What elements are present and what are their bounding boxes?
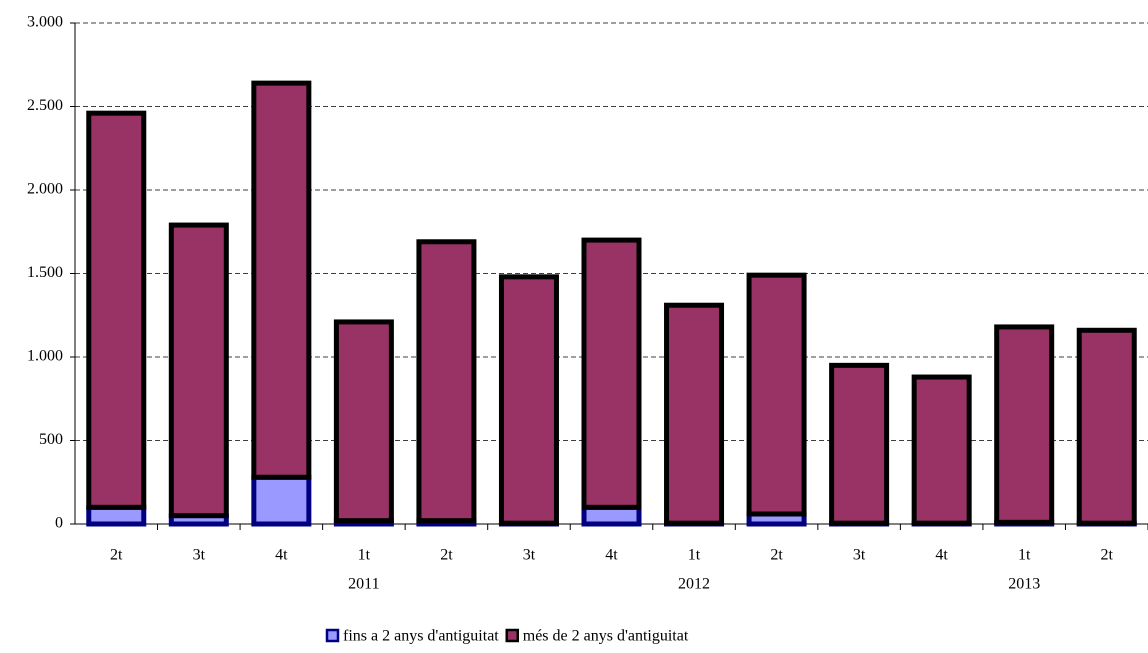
x-tick-label: 1t xyxy=(1018,547,1031,564)
y-tick-label: 0 xyxy=(55,515,63,532)
y-tick-label: 1.500 xyxy=(27,264,63,281)
bar-segment xyxy=(416,239,477,524)
legend-label: més de 2 anys d'antiguitat xyxy=(523,628,689,645)
bar-segment xyxy=(168,222,229,519)
bar-segment xyxy=(581,504,642,527)
legend-swatch xyxy=(505,628,519,643)
x-tick-label: 3t xyxy=(193,547,206,564)
bar-segment xyxy=(911,374,972,526)
year-label: 2012 xyxy=(678,576,710,593)
x-tick-label: 3t xyxy=(853,547,866,564)
bar-segment xyxy=(994,324,1055,525)
x-tick-label: 2t xyxy=(440,547,453,564)
y-tick-label: 2.500 xyxy=(27,97,63,114)
bar-segment xyxy=(498,274,559,526)
x-tick-label: 4t xyxy=(605,547,618,564)
bar-segment xyxy=(251,474,312,527)
bar-segment xyxy=(581,237,642,510)
bar-segment xyxy=(664,302,725,526)
bar-segment xyxy=(251,80,312,480)
x-tick-label: 1t xyxy=(358,547,371,564)
bar-segment xyxy=(829,362,890,526)
y-tick-label: 1.000 xyxy=(27,348,63,365)
y-tick-label: 500 xyxy=(39,431,63,448)
x-tick-label: 4t xyxy=(935,547,948,564)
x-tick-label: 2t xyxy=(770,547,783,564)
x-tick-label: 1t xyxy=(688,547,701,564)
bar-segment xyxy=(86,504,147,527)
year-label: 2013 xyxy=(1008,576,1040,593)
bar-segment xyxy=(333,319,394,524)
legend-label: fins a 2 anys d'antiguitat xyxy=(343,628,499,645)
bar-segment xyxy=(1076,327,1137,526)
x-tick-label: 2t xyxy=(1101,547,1114,564)
legend-swatch xyxy=(325,628,340,643)
y-tick-label: 3.000 xyxy=(27,14,63,31)
x-tick-label: 3t xyxy=(523,547,536,564)
x-tick-label: 2t xyxy=(110,547,123,564)
y-tick-label: 2.000 xyxy=(27,181,63,198)
year-label: 2011 xyxy=(348,576,379,593)
bar-segment xyxy=(86,110,147,510)
x-tick-label: 4t xyxy=(275,547,288,564)
bar-segment xyxy=(746,272,807,517)
